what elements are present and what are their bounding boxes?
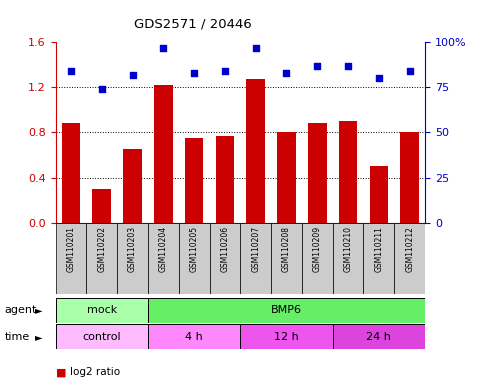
Bar — [56, 324, 148, 349]
Bar — [148, 298, 425, 323]
Text: GSM110201: GSM110201 — [67, 226, 75, 272]
Point — [283, 70, 290, 76]
Bar — [369, 166, 388, 223]
Point — [98, 86, 106, 92]
Bar — [92, 189, 111, 223]
Text: GSM110209: GSM110209 — [313, 226, 322, 272]
Text: ►: ► — [35, 332, 43, 342]
Bar — [271, 223, 302, 294]
Text: BMP6: BMP6 — [271, 305, 302, 315]
Bar — [333, 324, 425, 349]
Text: mock: mock — [86, 305, 117, 315]
Bar — [148, 324, 241, 349]
Text: GSM110208: GSM110208 — [282, 226, 291, 272]
Text: GSM110203: GSM110203 — [128, 226, 137, 272]
Point — [221, 68, 229, 74]
Text: GDS2571 / 20446: GDS2571 / 20446 — [134, 17, 252, 30]
Bar — [210, 223, 240, 294]
Point — [159, 45, 167, 51]
Bar — [394, 223, 425, 294]
Bar — [364, 223, 394, 294]
Point — [67, 68, 75, 74]
Text: log2 ratio: log2 ratio — [70, 367, 120, 377]
Text: GSM110205: GSM110205 — [190, 226, 199, 272]
Text: ■: ■ — [56, 367, 66, 377]
Point — [190, 70, 198, 76]
Bar — [123, 149, 142, 223]
Bar — [302, 223, 333, 294]
Point — [375, 75, 383, 81]
Bar — [246, 79, 265, 223]
Bar — [215, 136, 234, 223]
Bar — [117, 223, 148, 294]
Text: GSM110212: GSM110212 — [405, 226, 414, 272]
Text: control: control — [83, 332, 121, 342]
Bar — [148, 223, 179, 294]
Point — [344, 63, 352, 69]
Point — [313, 63, 321, 69]
Bar — [56, 223, 86, 294]
Text: 24 h: 24 h — [367, 332, 391, 342]
Text: ►: ► — [35, 305, 43, 315]
Text: agent: agent — [5, 305, 37, 315]
Bar — [333, 223, 364, 294]
Text: GSM110210: GSM110210 — [343, 226, 353, 272]
Bar — [240, 324, 333, 349]
Text: 12 h: 12 h — [274, 332, 299, 342]
Bar — [154, 85, 172, 223]
Bar — [308, 124, 327, 223]
Text: GSM110211: GSM110211 — [374, 226, 384, 272]
Bar — [339, 121, 357, 223]
Text: GSM110206: GSM110206 — [220, 226, 229, 272]
Text: GSM110202: GSM110202 — [97, 226, 106, 272]
Bar — [62, 124, 80, 223]
Bar — [277, 132, 296, 223]
Point — [252, 45, 259, 51]
Bar — [240, 223, 271, 294]
Point — [128, 72, 136, 78]
Bar — [400, 132, 419, 223]
Bar — [86, 223, 117, 294]
Text: GSM110204: GSM110204 — [159, 226, 168, 272]
Text: GSM110207: GSM110207 — [251, 226, 260, 272]
Bar — [179, 223, 210, 294]
Point — [406, 68, 413, 74]
Text: time: time — [5, 332, 30, 342]
Text: 4 h: 4 h — [185, 332, 203, 342]
Bar — [56, 298, 148, 323]
Bar — [185, 138, 203, 223]
